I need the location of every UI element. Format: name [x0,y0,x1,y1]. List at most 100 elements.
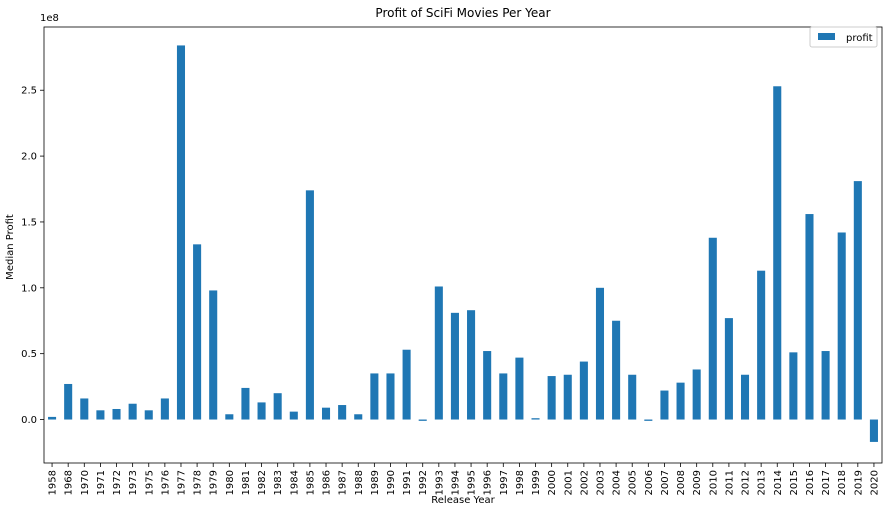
y-tick-label-2.0: 2.0 [21,152,37,163]
bar-2015 [789,352,798,420]
y-tick-label-0.0: 0.0 [21,415,37,426]
bar-1968 [64,383,73,420]
y-tick-label-1.5: 1.5 [21,217,37,228]
x-tick-label-1988: 1988 [354,470,365,495]
y-tick-label-0.5: 0.5 [21,349,37,360]
legend-frame [809,26,878,48]
x-tick-label-2017: 2017 [821,470,832,495]
y-tick-label-2.5: 2.5 [21,86,37,97]
bar-2012 [740,374,750,420]
y-offset-label: 1e8 [40,13,59,24]
x-tick-label-1976: 1976 [160,470,171,495]
x-tick-label-2020: 2020 [869,470,880,495]
bar-2006 [644,419,653,421]
bar-1975 [144,410,153,420]
bar-2013 [757,270,766,420]
bar-1990 [386,373,395,420]
x-tick-label-2001: 2001 [563,470,574,495]
bar-1986 [321,407,331,420]
x-tick-label-2010: 2010 [708,470,719,495]
bar-1988 [354,414,363,420]
x-tick-label-1993: 1993 [434,470,445,495]
bar-1992 [418,419,427,421]
x-tick-label-1998: 1998 [515,470,526,495]
bar-2014 [773,86,782,420]
y-axis-label: Median Profit [5,214,16,280]
bar-1979 [209,290,218,420]
x-tick-label-1991: 1991 [402,470,413,495]
x-tick-label-2011: 2011 [724,470,735,495]
x-tick-label-2013: 2013 [757,470,768,495]
bar-1982 [257,402,266,420]
x-tick-label-2000: 2000 [547,470,558,495]
x-axis-label: Release Year [431,495,495,506]
bar-1987 [338,405,347,420]
bar-2003 [595,287,605,420]
x-tick-label-1979: 1979 [209,470,220,495]
bar-1997 [499,373,508,420]
bar-1989 [370,373,379,420]
x-tick-label-1972: 1972 [112,470,123,495]
bar-1980 [225,414,234,420]
bar-1993 [434,286,443,420]
x-tick-label-2004: 2004 [612,470,623,495]
bar-2008 [676,382,685,420]
bar-2018 [837,232,846,420]
bar-1978 [193,244,202,420]
x-tick-label-1977: 1977 [176,470,187,495]
bar-1977 [176,45,186,420]
x-tick-label-1995: 1995 [467,470,478,495]
x-tick-label-1987: 1987 [338,470,349,495]
x-tick-label-2009: 2009 [692,470,703,495]
x-tick-label-1990: 1990 [386,470,397,495]
bar-2002 [579,361,588,420]
plot-area: 1958 1968 1970 1971 1972 1973 1975 1976 1977 1978… [21,26,883,495]
bar-1984 [289,411,298,420]
bar-2001 [563,374,572,420]
x-tick-label-2012: 2012 [741,470,752,495]
legend-swatch [818,33,835,40]
bar-2011 [724,318,733,420]
y-tick-label-1.0: 1.0 [21,283,37,294]
x-tick-label-1996: 1996 [483,470,494,495]
x-tick-label-2007: 2007 [660,470,671,495]
x-tick-label-1999: 1999 [531,470,542,495]
bar-1981 [241,387,250,420]
bar-1995 [467,310,476,420]
x-tick-label-1971: 1971 [96,470,107,495]
bar-1999 [531,418,540,420]
legend-label: profit [846,33,873,44]
plot-frame [43,26,883,464]
x-tick-label-1992: 1992 [418,470,429,495]
x-tick-label-2005: 2005 [628,470,639,495]
x-tick-label-2006: 2006 [644,470,655,495]
x-tick-label-2003: 2003 [595,470,606,495]
x-tick-label-2014: 2014 [773,470,784,495]
bar-2020 [869,419,878,442]
x-tick-label-2002: 2002 [579,470,590,495]
x-tick-label-1980: 1980 [225,470,236,495]
bar-1970 [80,398,89,420]
bar-1991 [402,349,411,420]
bar-2005 [628,374,637,420]
bar-1998 [515,357,524,420]
x-tick-label-1982: 1982 [257,470,268,495]
x-tick-label-1997: 1997 [499,470,510,495]
x-tick-label-1984: 1984 [289,470,300,495]
x-tick-label-1958: 1958 [48,470,59,495]
x-tick-label-1975: 1975 [144,470,155,495]
x-tick-label-1970: 1970 [80,470,91,495]
bar-2016 [805,214,814,420]
bar-2004 [612,320,621,420]
bar-2009 [692,369,701,420]
x-tick-label-2008: 2008 [676,470,687,495]
x-tick-label-1973: 1973 [128,470,139,495]
bar-1972 [112,408,121,420]
x-tick-label-2018: 2018 [837,470,848,495]
x-tick-label-1989: 1989 [370,470,381,495]
x-tick-label-1983: 1983 [273,470,284,495]
bar-2010 [708,237,717,420]
x-tick-label-1985: 1985 [305,470,316,495]
bar-2000 [547,376,556,420]
x-tick-label-2019: 2019 [853,470,864,495]
